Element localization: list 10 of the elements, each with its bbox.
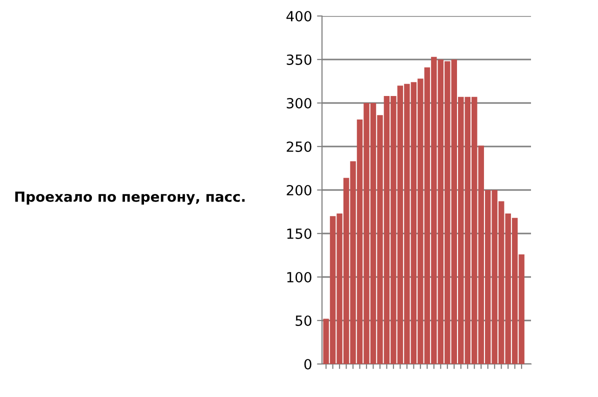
y-axis-title: Проехало по перегону, пасс. — [15, 192, 245, 205]
y-tick-label: 300 — [286, 98, 312, 108]
y-tick-label: 350 — [286, 54, 312, 65]
y-tick-label: 250 — [286, 141, 312, 152]
y-tick-label: 0 — [304, 358, 312, 370]
y-tick-label: 200 — [286, 184, 312, 196]
y-tick-label: 50 — [296, 315, 312, 326]
y-tick-label: 400 — [286, 10, 312, 22]
y-tick-label: 100 — [287, 272, 312, 282]
y-tick-label: 150 — [287, 228, 312, 239]
